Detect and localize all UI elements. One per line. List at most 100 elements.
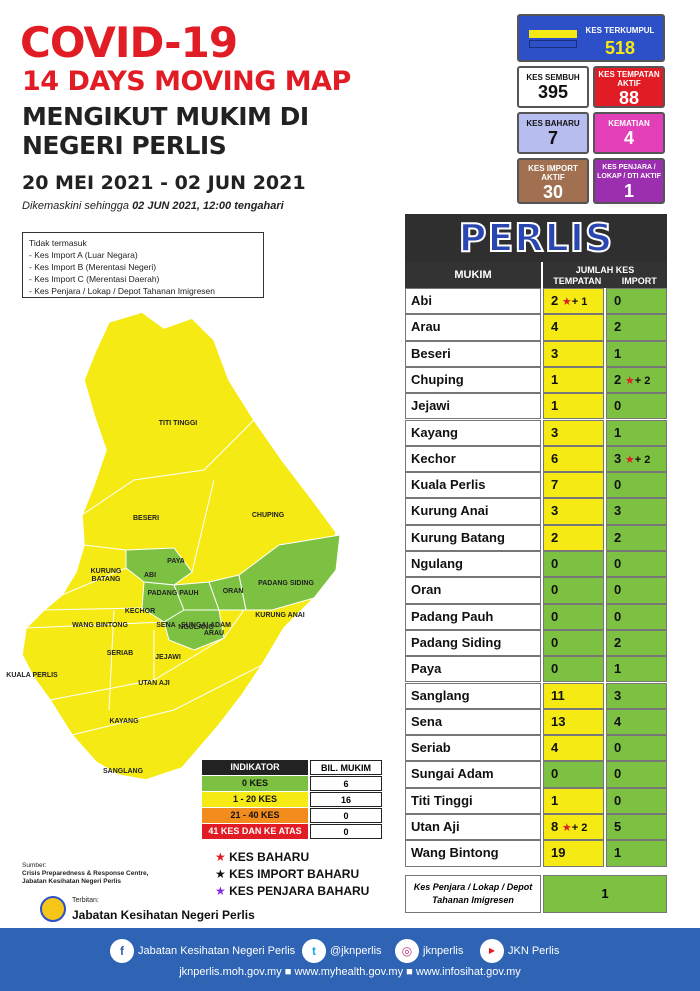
mukim-name: Seriab [405, 735, 541, 762]
table-row: Chuping 1 2 ★+ 2 [405, 366, 667, 394]
stat-kes-baharu: KES BAHARU 7 [517, 112, 589, 154]
table-row: Sanglang 11 3 [405, 682, 667, 709]
col-header-jumlah-label: JUMLAH KES [575, 265, 635, 275]
import-value: 2 [614, 371, 622, 387]
map-label: KUALA PERLIS [6, 672, 58, 679]
facebook-link[interactable]: f Jabatan Kesihatan Negeri Perlis [110, 938, 295, 964]
marker-kes-penjara-baharu: ★ KES PENJARA BAHARU [215, 884, 370, 898]
import-cell: 4 [606, 708, 667, 736]
mukim-name: Wang Bintong [405, 840, 541, 867]
import-value: 0 [614, 556, 622, 571]
title-line-1: MENGIKUT MUKIM DI [22, 102, 309, 131]
mukim-name: Chuping [405, 366, 541, 394]
table-row: Kurung Batang 2 2 [405, 524, 667, 551]
map-label: BESERI [132, 515, 160, 522]
legend-count: 6 [310, 776, 382, 791]
table-row: Wang Bintong 19 1 [405, 840, 667, 867]
import-value: 2 [614, 634, 622, 650]
legend-count: 0 [310, 824, 382, 839]
youtube-icon: ▶ [480, 939, 504, 964]
map-label: PADANG PAUH [147, 590, 199, 597]
star-icon: ★ [624, 453, 635, 466]
tempatan-cell: 3 [543, 340, 604, 367]
table-row: Padang Siding 0 2 [405, 629, 667, 657]
map-label: WANG BINTONG [72, 622, 128, 629]
import-new: + 2 [634, 374, 651, 387]
import-cell: 0 [606, 735, 667, 762]
tempatan-cell: 0 [543, 656, 604, 683]
mukim-name: Oran [405, 577, 541, 604]
tempatan-value: 1 [551, 371, 559, 387]
star-icon: ★ [561, 296, 572, 308]
source-heading: Sumber: [22, 862, 47, 869]
legend-col-bil: BIL. MUKIM [310, 760, 382, 775]
date-range: 20 MEI 2021 - 02 JUN 2021 [22, 172, 306, 194]
col-header-tempatan: TEMPATAN [553, 276, 602, 286]
import-cell: 0 [606, 472, 667, 499]
updated-note: Dikemaskini sehingga 02 JUN 2021, 12:00 … [22, 200, 284, 212]
import-value: 1 [614, 345, 622, 361]
table-row: Titi Tinggi 1 0 [405, 787, 667, 814]
marker-kes-baharu: ★ KES BAHARU [215, 850, 310, 864]
url-link[interactable]: jknperlis.moh.gov.my [179, 966, 282, 978]
legend-count: 0 [310, 808, 382, 823]
mukim-name: Sena [405, 708, 541, 736]
import-value: 1 [614, 661, 622, 677]
table-row: Kuala Perlis 7 0 [405, 472, 667, 499]
mukim-name: Sungai Adam [405, 761, 541, 788]
youtube-link[interactable]: ▶ JKN Perlis [480, 938, 559, 964]
tempatan-value: 0 [551, 661, 559, 677]
table-row: Ngulang 0 0 [405, 551, 667, 578]
mukim-name: Padang Siding [405, 629, 541, 657]
map-label: KURUNG BATANG [90, 568, 122, 583]
tempatan-new: + 2 [571, 822, 588, 834]
mukim-name: Kurung Anai [405, 498, 541, 525]
stat-label: KES IMPORT AKTIF [528, 164, 578, 182]
url-link[interactable]: www.myhealth.gov.my [294, 966, 404, 978]
tempatan-value: 11 [551, 687, 565, 703]
tempatan-value: 3 [551, 424, 559, 440]
source-line-1: Crisis Preparedness & Response Centre, [22, 870, 149, 877]
stat-kes-sembuh: KES SEMBUH 395 [517, 66, 589, 108]
mukim-name: Paya [405, 656, 541, 683]
tempatan-value: 1 [551, 398, 559, 414]
url-link[interactable]: www.infosihat.gov.my [415, 966, 521, 978]
tempatan-cell: 0 [543, 551, 604, 578]
footer-urls: jknperlis.moh.gov.my ■ www.myhealth.gov.… [179, 966, 521, 978]
import-value: 3 [614, 503, 622, 519]
import-value: 4 [614, 713, 622, 729]
stat-value: 4 [623, 128, 634, 148]
table-row: Kayang 3 1 [405, 419, 667, 446]
star-icon: ★ [215, 850, 226, 864]
stat-label: KEMATIAN [608, 119, 650, 128]
map-label: UTAN AJI [138, 680, 170, 687]
map-label: KAYANG [109, 718, 139, 725]
mukim-name: Jejawi [405, 393, 541, 420]
star-icon: ★ [561, 822, 572, 834]
legend-indikator: 41 KES DAN KE ATAS [202, 824, 308, 839]
map-label: SENA [156, 622, 176, 629]
legend-indikator: 21 - 40 KES [202, 808, 308, 823]
twitter-link[interactable]: t @jknperlis [302, 938, 382, 964]
tempatan-cell: 19 [543, 840, 604, 867]
stat-value: 7 [547, 128, 558, 148]
tempatan-cell: 2 ★+ 1 [543, 288, 604, 315]
tempatan-cell: 1 [543, 366, 604, 394]
stat-value: 518 [604, 38, 636, 58]
tempatan-value: 0 [551, 582, 559, 598]
instagram-link[interactable]: ◎ jknperlis [395, 938, 463, 964]
tempatan-cell: 4 [543, 314, 604, 341]
tempatan-cell: 7 [543, 472, 604, 499]
mukim-name: Arau [405, 314, 541, 341]
source-line-2: Jabatan Kesihatan Negeri Perlis [22, 878, 121, 885]
exclusion-item: - Kes Penjara / Lokap / Depot Tahanan Im… [29, 286, 216, 296]
penjara-label: Kes Penjara / Lokap / Depot Tahanan Imig… [405, 875, 541, 913]
map-label: JEJAWI [155, 654, 181, 661]
import-value: 0 [614, 477, 622, 493]
map-zone-padang-siding [238, 534, 341, 611]
stat-kes-import-aktif: KES IMPORT AKTIF 30 [517, 158, 589, 204]
import-value: 0 [614, 792, 622, 808]
tempatan-cell: 2 [543, 524, 604, 551]
import-cell: 0 [606, 551, 667, 578]
